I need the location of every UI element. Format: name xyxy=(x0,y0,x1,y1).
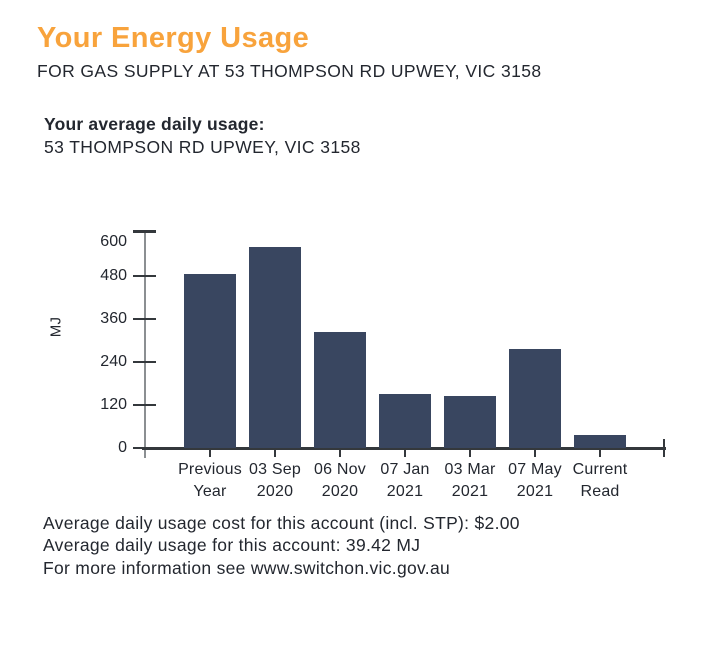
x-tick-label: 07 May 2021 xyxy=(508,461,562,500)
summary-line-info: For more information see www.switchon.vi… xyxy=(43,557,451,578)
y-tick-label: 600 xyxy=(100,233,127,250)
x-tick xyxy=(274,449,276,457)
x-tick xyxy=(469,449,471,457)
average-daily-usage-heading: Your average daily usage: xyxy=(44,114,265,134)
x-tick-label: 07 Jan 2021 xyxy=(380,461,430,500)
bar xyxy=(184,274,236,448)
summary-line-cost: Average daily usage cost for this accoun… xyxy=(43,513,520,533)
x-tick xyxy=(339,449,341,457)
y-tick-label: 480 xyxy=(100,267,127,284)
x-tick xyxy=(599,449,601,457)
y-axis-top-cap xyxy=(133,230,156,233)
supply-address-subtitle: FOR GAS SUPPLY AT 53 THOMPSON RD UPWEY, … xyxy=(37,61,542,81)
y-tick xyxy=(133,318,156,320)
bar xyxy=(314,331,366,448)
page-title: Your Energy Usage xyxy=(37,22,310,54)
x-tick xyxy=(209,449,211,457)
usage-bar-chart: 0 120 240 360 480 600 Previous Year 03 Sep 2020… xyxy=(100,230,666,500)
bar xyxy=(444,396,496,448)
y-tick xyxy=(133,447,156,449)
bar xyxy=(379,394,431,448)
summary-line-usage: Average daily usage for this account: 39… xyxy=(43,535,421,556)
bar xyxy=(574,435,626,448)
y-axis-unit-label: MJ xyxy=(47,316,65,338)
y-tick-label: 120 xyxy=(100,396,127,413)
y-tick xyxy=(133,361,156,363)
bar xyxy=(509,349,561,448)
x-axis-end-cap xyxy=(663,439,665,457)
x-axis-line xyxy=(142,447,666,450)
x-tick-label: Previous Year xyxy=(178,461,242,500)
bar xyxy=(249,247,301,448)
x-tick xyxy=(534,449,536,457)
x-tick-label: 03 Sep 2020 xyxy=(249,461,301,500)
x-tick-label: 06 Nov 2020 xyxy=(314,461,366,500)
y-tick-label: 360 xyxy=(100,310,127,327)
x-tick-label: Current Read xyxy=(572,461,628,500)
summary-text-block: Average daily usage cost for this accoun… xyxy=(43,512,520,579)
average-daily-usage-address: 53 THOMPSON RD UPWEY, VIC 3158 xyxy=(44,137,361,157)
x-tick-label: 03 Mar 2021 xyxy=(444,461,496,500)
y-axis-line xyxy=(144,230,146,458)
y-tick-label: 240 xyxy=(100,353,127,370)
y-tick xyxy=(133,404,156,406)
x-tick xyxy=(404,449,406,457)
y-tick-label: 0 xyxy=(118,439,127,456)
y-tick xyxy=(133,275,156,277)
